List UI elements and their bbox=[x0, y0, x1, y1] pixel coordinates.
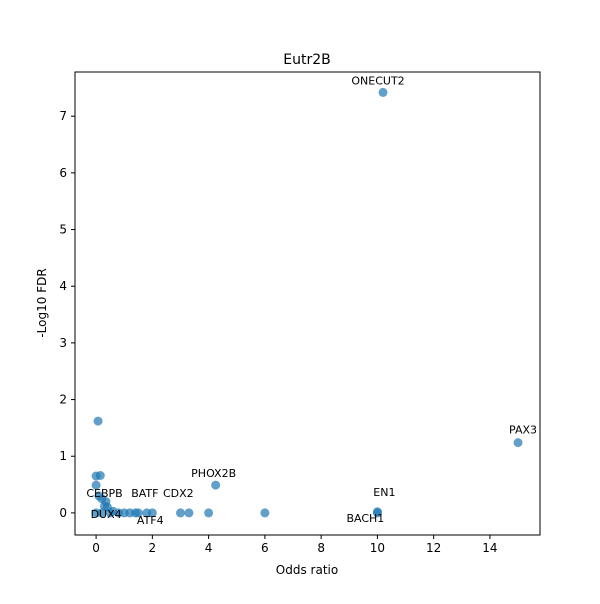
x-axis-label: Odds ratio bbox=[276, 563, 338, 577]
point-label: PAX3 bbox=[509, 424, 537, 437]
x-tick-label: 6 bbox=[261, 541, 269, 555]
point-label: CDX2 bbox=[163, 487, 194, 500]
point bbox=[142, 508, 152, 518]
point bbox=[211, 480, 221, 490]
point bbox=[105, 508, 115, 518]
y-tick-label: 0 bbox=[59, 506, 67, 520]
point-label: ATF4 bbox=[137, 514, 164, 527]
point bbox=[372, 508, 382, 518]
y-tick-label: 3 bbox=[59, 336, 67, 350]
y-tick-label: 5 bbox=[59, 223, 67, 237]
point bbox=[513, 438, 523, 448]
point bbox=[260, 508, 270, 518]
point-label: DUX4 bbox=[91, 508, 122, 521]
point bbox=[130, 508, 140, 518]
point-label: BATF bbox=[131, 487, 158, 500]
y-tick-label: 7 bbox=[59, 109, 67, 123]
x-tick-label: 10 bbox=[370, 541, 385, 555]
x-tick-label: 8 bbox=[317, 541, 325, 555]
point-label: ONECUT2 bbox=[351, 74, 404, 87]
x-tick-label: 2 bbox=[149, 541, 157, 555]
point bbox=[91, 480, 101, 490]
point bbox=[119, 508, 129, 518]
x-tick-label: 14 bbox=[482, 541, 497, 555]
point bbox=[378, 87, 388, 97]
y-axis-label: -Log10 FDR bbox=[35, 268, 49, 337]
x-tick-label: 4 bbox=[205, 541, 213, 555]
y-tick-label: 6 bbox=[59, 166, 67, 180]
y-tick-label: 1 bbox=[59, 449, 67, 463]
point-label: EN1 bbox=[373, 486, 395, 499]
y-tick-label: 2 bbox=[59, 393, 67, 407]
point bbox=[93, 416, 103, 426]
point bbox=[95, 470, 105, 480]
point bbox=[184, 508, 194, 518]
y-tick-label: 4 bbox=[59, 279, 67, 293]
point-label: CEBPB bbox=[86, 487, 122, 500]
x-tick-label: 12 bbox=[426, 541, 441, 555]
point-label: PHOX2B bbox=[191, 467, 236, 480]
point-label: BACH1 bbox=[346, 512, 384, 525]
plot-frame bbox=[74, 71, 541, 536]
chart-title: Eutr2B bbox=[283, 52, 330, 68]
point bbox=[175, 508, 185, 518]
x-tick-label: 0 bbox=[92, 541, 100, 555]
point bbox=[204, 508, 214, 518]
point bbox=[97, 508, 107, 518]
